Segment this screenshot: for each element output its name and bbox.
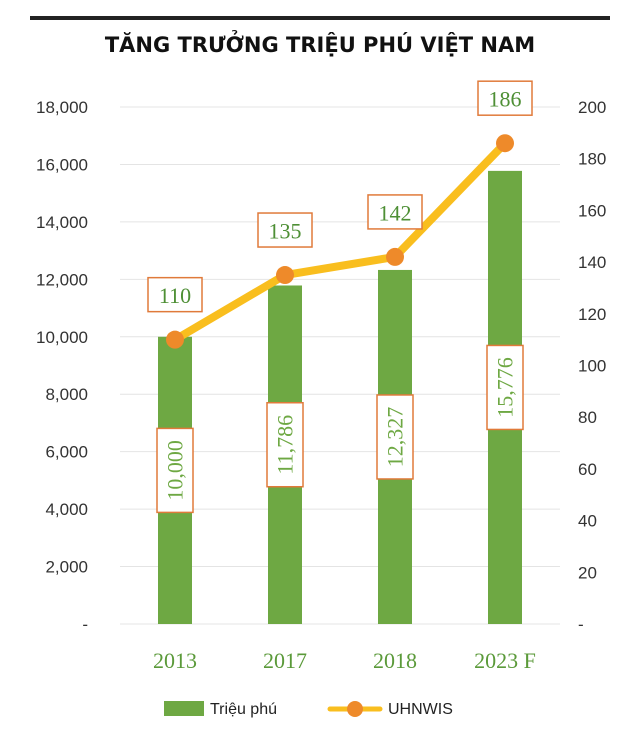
y-left-tick-label: 2,000 — [45, 558, 88, 577]
legend-label-trieu-phu: Triệu phú — [210, 701, 277, 718]
y-left-tick-label: 18,000 — [36, 98, 88, 117]
y-right-tick-label: 120 — [578, 305, 606, 324]
chart-title: TĂNG TRƯỞNG TRIỆU PHÚ VIỆT NAM — [105, 30, 535, 57]
left-axis: - 2,000 4,000 6,000 8,000 10,000 12,000 14,000 1… — [36, 98, 88, 634]
y-left-tick-label: 10,000 — [36, 328, 88, 347]
y-right-tick-label: 180 — [578, 150, 606, 169]
y-left-tick-label: 4,000 — [45, 500, 88, 519]
legend-swatch-trieu-phu — [164, 701, 204, 716]
uhnwis-marker — [496, 134, 514, 153]
line-value-label: 135 — [269, 219, 302, 244]
y-right-tick-label: 160 — [578, 201, 606, 220]
line-label-box — [477, 80, 533, 116]
y-right-tick-label: 140 — [578, 253, 606, 272]
bar-label-box — [376, 394, 414, 480]
line-value-label: 110 — [159, 283, 191, 308]
bar-label-box — [266, 401, 304, 488]
uhnwis-marker — [386, 247, 404, 266]
y-left-tick-label: - — [82, 615, 88, 634]
x-category-label: 2017 — [263, 648, 307, 673]
line-value-label: 186 — [489, 87, 522, 112]
y-left-tick-label: 14,000 — [36, 213, 88, 232]
x-axis-labels: 2013 2017 2018 2023 F — [153, 648, 536, 673]
right-axis: - 20 40 60 80 100 120 140 160 180 200 — [578, 98, 606, 634]
bar-label-box — [486, 344, 524, 431]
y-right-tick-label: 60 — [578, 460, 597, 479]
uhnwis-marker — [166, 330, 184, 349]
legend-label-uhnwis: UHNWIS — [388, 701, 453, 718]
line-value-label: 142 — [379, 200, 412, 225]
bar-label-box — [156, 427, 194, 514]
line-label-box — [147, 276, 203, 313]
uhnwis-line — [171, 139, 509, 344]
line-label-box — [367, 194, 423, 230]
bar-value-label: 10,000 — [163, 440, 188, 501]
bar-value-label: 12,327 — [383, 407, 408, 468]
top-rule — [30, 16, 610, 20]
y-right-tick-label: - — [578, 615, 584, 634]
y-right-tick-label: 100 — [578, 357, 606, 376]
y-left-tick-label: 6,000 — [45, 443, 88, 462]
y-right-tick-label: 200 — [578, 98, 606, 117]
y-right-tick-label: 80 — [578, 408, 597, 427]
uhnwis-marker — [276, 266, 294, 285]
bar-value-label: 15,776 — [493, 357, 518, 418]
line-series — [166, 134, 514, 349]
legend: Triệu phú UHNWIS — [164, 701, 453, 718]
x-category-label: 2013 — [153, 648, 197, 673]
y-right-tick-label: 20 — [578, 563, 597, 582]
bar-series — [158, 170, 522, 624]
legend-swatch-uhnwis-marker — [347, 701, 363, 717]
line-label-box — [257, 212, 313, 248]
y-left-tick-label: 16,000 — [36, 155, 88, 174]
bar-value-label: 11,786 — [273, 415, 298, 475]
y-left-tick-label: 8,000 — [45, 385, 88, 404]
data-labels: 10,000 11,786 12,327 15,776 110 135 142 186 — [147, 80, 533, 514]
y-left-tick-label: 12,000 — [36, 270, 88, 289]
x-category-label: 2023 F — [474, 648, 536, 673]
y-right-tick-label: 40 — [578, 512, 597, 531]
x-category-label: 2018 — [373, 648, 417, 673]
